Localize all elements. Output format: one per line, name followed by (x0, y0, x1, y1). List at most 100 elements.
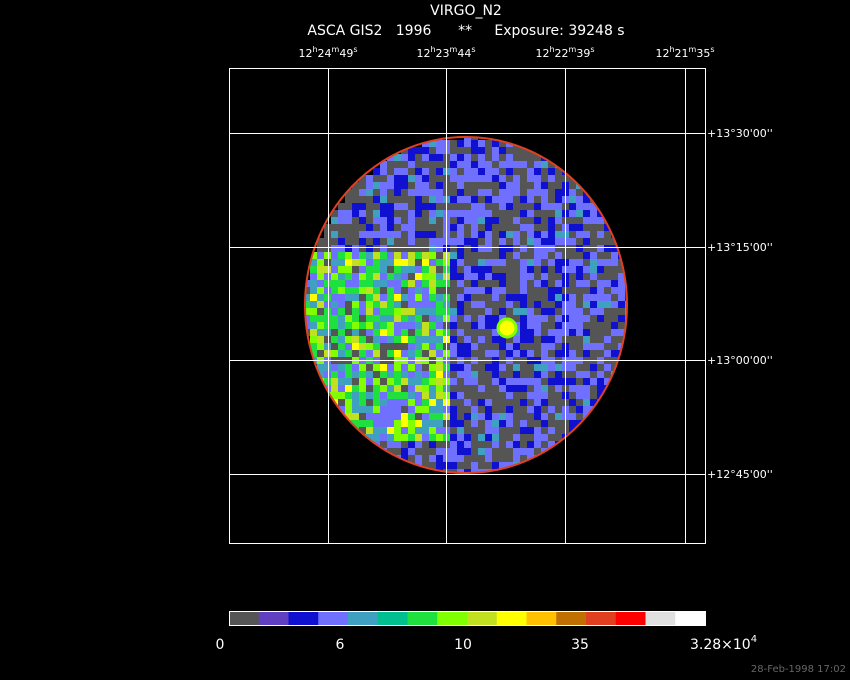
image-cell (436, 350, 443, 357)
image-cell (520, 434, 527, 441)
image-cell (436, 448, 443, 455)
image-cell (317, 287, 324, 294)
image-cell (499, 448, 506, 455)
image-cell (359, 252, 366, 259)
image-cell (450, 147, 457, 154)
image-cell (394, 231, 401, 238)
image-cell (541, 385, 548, 392)
image-cell (450, 182, 457, 189)
image-cell (436, 329, 443, 336)
image-cell (618, 273, 625, 280)
image-cell (345, 413, 352, 420)
image-cell (387, 189, 394, 196)
image-cell (492, 413, 499, 420)
image-cell (513, 245, 520, 252)
image-cell (457, 147, 464, 154)
ra-label-part: s (710, 45, 714, 54)
image-cell (359, 329, 366, 336)
image-cell (415, 329, 422, 336)
image-cell (548, 161, 555, 168)
ra-label-part: s (471, 45, 475, 54)
image-cell (338, 371, 345, 378)
image-cell (436, 140, 443, 147)
image-cell (366, 238, 373, 245)
image-cell (394, 252, 401, 259)
image-cell (569, 301, 576, 308)
image-cell (387, 273, 394, 280)
image-cell (422, 189, 429, 196)
image-cell (604, 259, 611, 266)
image-cell (478, 140, 485, 147)
image-cell (506, 350, 513, 357)
image-cell (471, 301, 478, 308)
image-cell (471, 259, 478, 266)
image-cell (555, 175, 562, 182)
image-cell (527, 217, 534, 224)
image-cell (401, 210, 408, 217)
image-cell (527, 161, 534, 168)
image-cell (597, 301, 604, 308)
image-cell (352, 294, 359, 301)
image-cell (527, 434, 534, 441)
image-cell (520, 427, 527, 434)
image-cell (555, 182, 562, 189)
image-cell (506, 273, 513, 280)
image-cell (352, 280, 359, 287)
image-cell (429, 350, 436, 357)
image-cell (352, 350, 359, 357)
image-cell (506, 413, 513, 420)
image-cell (408, 371, 415, 378)
image-cell (373, 231, 380, 238)
image-cell (345, 280, 352, 287)
image-cell (604, 224, 611, 231)
image-cell (422, 203, 429, 210)
image-cell (436, 455, 443, 462)
image-cell (324, 364, 331, 371)
image-cell (590, 364, 597, 371)
image-cell (520, 448, 527, 455)
image-cell (317, 273, 324, 280)
image-cell (534, 168, 541, 175)
image-cell (401, 196, 408, 203)
image-cell (527, 441, 534, 448)
image-cell (415, 364, 422, 371)
image-cell (534, 259, 541, 266)
image-cell (464, 252, 471, 259)
image-cell (401, 259, 408, 266)
image-cell (569, 217, 576, 224)
image-cell (380, 336, 387, 343)
image-cell (541, 399, 548, 406)
image-cell (597, 238, 604, 245)
image-cell (429, 413, 436, 420)
image-cell (471, 308, 478, 315)
image-cell (429, 182, 436, 189)
image-cell (352, 315, 359, 322)
image-cell (548, 245, 555, 252)
image-cell (618, 266, 625, 273)
image-cell (457, 203, 464, 210)
image-cell (534, 364, 541, 371)
image-cell (597, 364, 604, 371)
image-cell (527, 322, 534, 329)
image-cell (485, 252, 492, 259)
image-cell (422, 336, 429, 343)
image-cell (359, 315, 366, 322)
image-cell (548, 378, 555, 385)
image-cell (366, 420, 373, 427)
image-cell (401, 364, 408, 371)
image-cell (590, 294, 597, 301)
image-cell (534, 399, 541, 406)
image-cell (380, 252, 387, 259)
image-cell (415, 434, 422, 441)
image-cell (422, 231, 429, 238)
image-cell (583, 217, 590, 224)
image-cell (499, 182, 506, 189)
image-cell (604, 280, 611, 287)
image-cell (359, 413, 366, 420)
image-cell (450, 322, 457, 329)
image-cell (345, 210, 352, 217)
image-cell (506, 259, 513, 266)
image-cell (611, 259, 618, 266)
image-cell (380, 245, 387, 252)
image-cell (338, 315, 345, 322)
